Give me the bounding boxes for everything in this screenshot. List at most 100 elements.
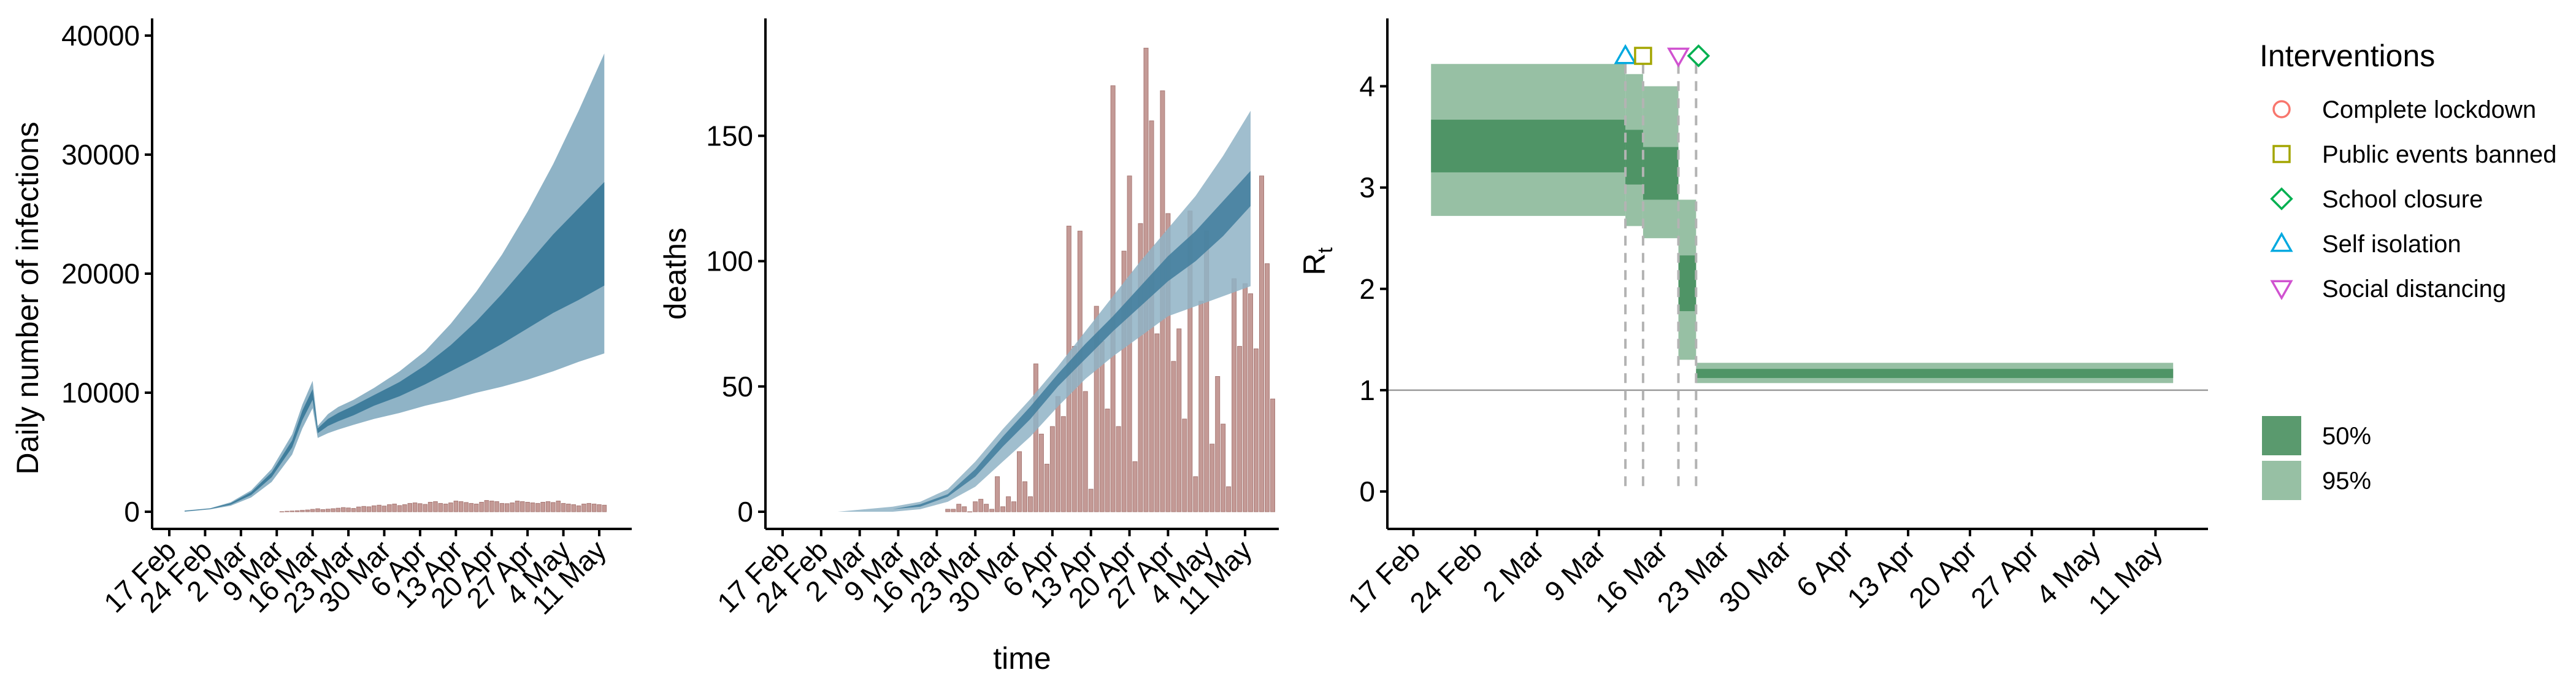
legend-title: Interventions (2260, 39, 2435, 73)
bar (535, 503, 540, 512)
legend-item-label: Public events banned (2322, 141, 2557, 168)
x-tick-label: 20 Apr (1903, 534, 1983, 614)
bar (556, 501, 561, 512)
bar (387, 504, 392, 512)
bar (510, 503, 515, 512)
bar (1237, 345, 1243, 512)
bar (331, 508, 335, 512)
bar (1006, 496, 1011, 512)
bar (361, 506, 366, 512)
intervention-marker (1614, 44, 1637, 64)
x-tick-label: 27 Apr (1965, 534, 2045, 614)
bar (1000, 506, 1006, 512)
bar (1182, 418, 1187, 512)
y-tick-label: 0 (737, 496, 753, 528)
bar (505, 503, 510, 512)
legend-marker (2272, 145, 2291, 163)
bar (1022, 481, 1027, 512)
bar (1254, 349, 1259, 512)
bar (540, 502, 545, 512)
y-tick-label: 3 (1359, 172, 1375, 204)
bar (453, 501, 459, 512)
bar (1232, 278, 1237, 512)
y-tick-label: 30000 (61, 139, 140, 171)
bar (469, 503, 474, 512)
rt-ci50-segment (1625, 129, 1643, 185)
y-tick-label: 150 (706, 120, 753, 152)
bar (1132, 461, 1138, 512)
bar (1105, 409, 1110, 512)
intervention-marker (1666, 47, 1690, 68)
bar (320, 509, 326, 512)
bar (1154, 333, 1160, 512)
bar (591, 503, 597, 512)
bar (1116, 426, 1121, 512)
x-axis-title: time (993, 641, 1051, 676)
bar (951, 509, 956, 512)
bar (346, 507, 351, 512)
bar (427, 502, 433, 512)
bar (372, 505, 377, 512)
bar (1033, 363, 1038, 512)
bar (520, 501, 525, 512)
bar (525, 502, 530, 512)
bar (566, 503, 571, 512)
bar (1049, 426, 1055, 512)
bar (418, 503, 423, 512)
legend-marker (2272, 100, 2291, 118)
intervention-marker (1634, 47, 1652, 65)
rt-ci50-segment (1678, 255, 1696, 312)
legend-marker (2270, 231, 2293, 252)
bar (597, 504, 602, 512)
bar (1215, 376, 1221, 512)
bar (581, 503, 586, 512)
bar (1226, 486, 1232, 512)
bar (1060, 416, 1066, 512)
bar (576, 505, 581, 512)
bar (377, 504, 381, 512)
bar (294, 510, 300, 512)
bar (1088, 488, 1094, 512)
y-tick-label: 0 (1359, 476, 1375, 507)
bar (499, 503, 505, 512)
bar (1171, 361, 1176, 512)
bar (448, 503, 453, 512)
rt-ci50-segment (1643, 147, 1679, 200)
bar (1209, 444, 1215, 512)
y-tick-label: 40000 (61, 20, 140, 52)
bar (1198, 301, 1204, 512)
legend-marker (2270, 280, 2293, 301)
bar (1248, 293, 1253, 512)
bar (1099, 341, 1105, 512)
bar (366, 506, 372, 512)
bar (489, 501, 494, 512)
bar (356, 506, 361, 512)
y-tick-label: 10000 (61, 377, 140, 409)
bar (423, 504, 427, 512)
bar (341, 507, 346, 512)
y-axis-title: Rt (1297, 247, 1337, 276)
x-tick-label: 2 Mar (1476, 534, 1550, 607)
bar (530, 503, 535, 512)
bar (458, 501, 464, 512)
ci95-band (837, 110, 1251, 512)
bar (1265, 263, 1270, 512)
y-axis-title-main: R (1297, 253, 1332, 276)
bar (464, 502, 469, 512)
bar (571, 504, 576, 512)
bar (545, 501, 551, 512)
bar (325, 509, 331, 512)
bar (1176, 328, 1182, 512)
bar (473, 503, 479, 512)
legend: Interventions Complete lockdown Public eve… (2260, 39, 2557, 500)
bar (289, 511, 294, 512)
bar (300, 510, 305, 512)
bar (973, 501, 978, 512)
bar (397, 505, 402, 512)
bar (995, 476, 1000, 512)
bar (1243, 283, 1248, 512)
bar (1121, 250, 1127, 512)
